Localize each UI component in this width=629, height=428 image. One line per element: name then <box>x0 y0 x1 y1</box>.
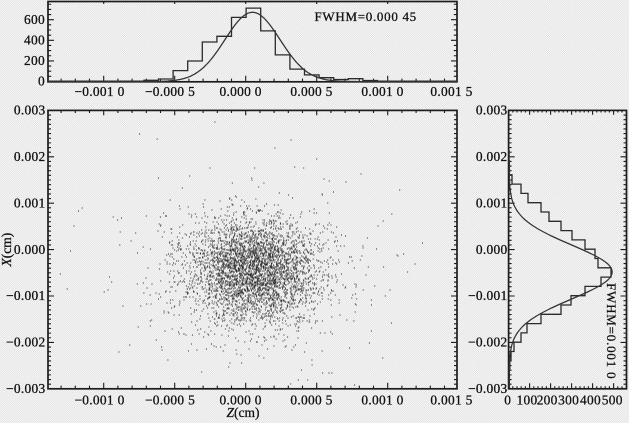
svg-text:0.002: 0.002 <box>476 149 508 164</box>
svg-text:200: 200 <box>24 53 45 68</box>
svg-text:0.001 0: 0.001 0 <box>361 392 403 407</box>
svg-text:−0.001: −0.001 <box>6 288 45 303</box>
svg-text:−0.001 0: −0.001 0 <box>74 392 124 407</box>
svg-text:0.000 5: 0.000 5 <box>290 84 332 99</box>
svg-text:500: 500 <box>602 392 623 407</box>
svg-text:0.001: 0.001 <box>476 195 508 210</box>
svg-text:0.001: 0.001 <box>14 195 46 210</box>
svg-text:0.000: 0.000 <box>14 242 46 257</box>
svg-text:0.000: 0.000 <box>476 242 508 257</box>
svg-text:0.001 5: 0.001 5 <box>430 392 472 407</box>
svg-text:0.003: 0.003 <box>476 103 508 118</box>
svg-text:−0.000 5: −0.000 5 <box>145 84 195 99</box>
svg-text:300: 300 <box>558 392 579 407</box>
svg-text:−0.001 0: −0.001 0 <box>74 84 124 99</box>
svg-text:−0.000 5: −0.000 5 <box>145 392 195 407</box>
svg-text:0: 0 <box>504 392 511 407</box>
svg-text:0.000 0: 0.000 0 <box>219 392 261 407</box>
svg-text:0.002: 0.002 <box>14 149 46 164</box>
svg-text:−0.001: −0.001 <box>468 288 507 303</box>
svg-text:0.001 0: 0.001 0 <box>361 84 403 99</box>
svg-text:200: 200 <box>537 392 558 407</box>
svg-text:FWHM=0.000 45: FWHM=0.000 45 <box>315 9 417 24</box>
svg-text:400: 400 <box>24 33 45 48</box>
svg-text:FWHM=0.001 0: FWHM=0.001 0 <box>604 283 619 379</box>
svg-text:0.000 0: 0.000 0 <box>219 84 261 99</box>
svg-text:−0.002: −0.002 <box>6 335 45 350</box>
svg-text:0: 0 <box>38 74 45 89</box>
svg-text:100: 100 <box>517 392 538 407</box>
svg-text:600: 600 <box>24 12 45 27</box>
svg-text:−0.003: −0.003 <box>468 381 507 396</box>
svg-text:Z(cm): Z(cm) <box>227 405 260 420</box>
svg-text:−0.002: −0.002 <box>468 335 507 350</box>
svg-text:−0.003: −0.003 <box>6 381 45 396</box>
svg-text:0.000 5: 0.000 5 <box>290 392 332 407</box>
svg-text:X(cm): X(cm) <box>0 233 14 268</box>
svg-text:0.001 5: 0.001 5 <box>430 84 472 99</box>
svg-text:400: 400 <box>580 392 601 407</box>
svg-text:0.003: 0.003 <box>14 103 46 118</box>
